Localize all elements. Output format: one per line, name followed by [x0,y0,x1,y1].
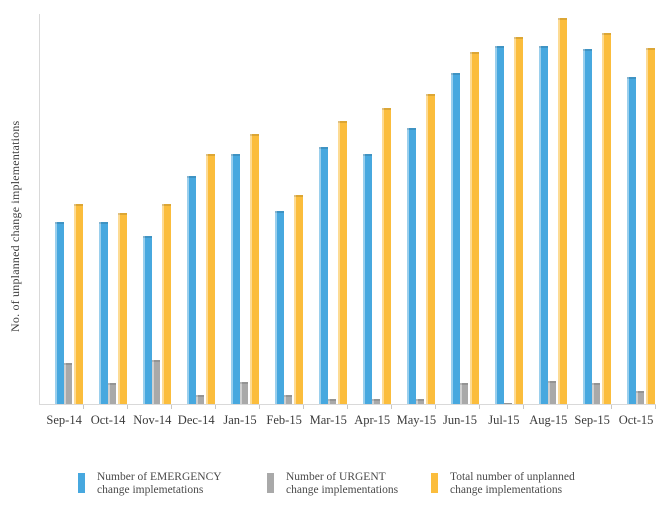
x-axis-label: Sep-15 [574,413,610,427]
bar-group: Dec-14 [172,14,216,427]
emergency-bar [275,211,284,404]
emergency-bar [363,154,372,404]
x-axis-tick [347,405,348,409]
x-axis-label: Oct-15 [618,413,654,427]
urgent-bar [416,399,424,404]
legend-label: Number of EMERGENCY change implemetation… [97,471,222,496]
total-bar [646,48,655,404]
bar-group: Jan-15 [216,14,260,427]
legend-swatch-emergency [78,473,85,493]
x-axis-label: Sep-14 [46,413,82,427]
total-bar [602,33,611,404]
emergency-bar [55,222,64,404]
bar-group: Nov-14 [128,14,172,427]
total-bar [558,18,567,404]
urgent-bar [328,399,336,404]
x-axis-tick [391,405,392,409]
legend-swatch-urgent [267,473,274,493]
x-axis-tick [523,405,524,409]
total-bar [338,121,347,404]
emergency-bar [539,46,548,404]
x-axis-tick [259,405,260,409]
x-axis-tick [611,405,612,409]
x-axis-tick [171,405,172,409]
x-axis-label: Mar-15 [309,413,347,427]
x-axis-tick [435,405,436,409]
total-bar [206,154,215,404]
x-axis-tick [655,405,656,409]
legend-entry-total: Total number of unplanned change impleme… [431,471,575,497]
emergency-bar [187,176,196,404]
emergency-bar [99,222,108,404]
legend-label: Number of URGENT change implementations [286,471,399,496]
x-axis-tick [479,405,480,409]
x-axis-label: Jul-15 [488,413,520,427]
x-axis-label: Aug-15 [529,413,568,427]
urgent-bar [108,383,116,404]
urgent-bar [284,395,292,404]
x-axis-label: Apr-15 [354,413,391,427]
bar-group: Sep-15 [568,14,612,427]
bar-group: May-15 [392,14,436,427]
x-axis-label: Feb-15 [266,413,302,427]
legend-entry-urgent: Number of URGENT change implementations [267,471,398,497]
legend-label: Total number of unplanned change impleme… [450,471,575,496]
total-bar [118,213,127,404]
x-axis-tick [303,405,304,409]
urgent-bar [240,382,248,404]
total-bar [382,108,391,404]
total-bar [514,37,523,404]
plot-area: Sep-14 Oct-14 Nov-14 Dec-14 Jan-15 Feb-15 Mar-… [39,14,656,427]
urgent-bar [372,399,380,404]
bar-group: Jun-15 [436,14,480,427]
legend-entry-emergency: Number of EMERGENCY change implemetation… [78,471,222,497]
urgent-bar [152,360,160,404]
urgent-bar [504,403,512,404]
x-axis-tick [215,405,216,409]
emergency-bar [451,73,460,404]
emergency-bar [231,154,240,404]
x-axis-tick [83,405,84,409]
x-axis-label: Jan-15 [223,413,257,427]
total-bar [470,52,479,404]
bar-groups-container: Sep-14 Oct-14 Nov-14 Dec-14 Jan-15 Feb-15 Mar-… [40,14,656,427]
x-axis-tick [127,405,128,409]
x-axis-label: Oct-14 [90,413,126,427]
legend-swatch-total [431,473,438,493]
urgent-bar [592,383,600,404]
bar-group: Aug-15 [524,14,568,427]
bar-group: Apr-15 [348,14,392,427]
x-axis-tick [567,405,568,409]
bar-group: Feb-15 [260,14,304,427]
x-axis-label: Dec-14 [177,413,215,427]
x-axis-label: May-15 [396,413,437,427]
urgent-bar [460,383,468,404]
bar-group: Jul-15 [480,14,524,427]
total-bar [294,195,303,404]
urgent-bar [64,363,72,404]
bar-group: Sep-14 [40,14,84,427]
total-bar [250,134,259,404]
emergency-bar [407,128,416,404]
urgent-bar [548,381,556,404]
x-axis-label: Nov-14 [133,413,172,427]
y-axis-title: No. of unplanned change implementations [8,120,22,332]
x-axis-label: Jun-15 [443,413,478,427]
total-bar [426,94,435,404]
emergency-bar [319,147,328,404]
urgent-bar [636,391,644,404]
urgent-bar [196,395,204,404]
emergency-bar [583,49,592,404]
emergency-bar [143,236,152,404]
total-bar [74,204,83,404]
bar-group: Oct-14 [84,14,128,427]
bar-group: Mar-15 [304,14,348,427]
bar-group: Oct-15 [612,14,656,427]
total-bar [162,204,171,404]
legend: Number of EMERGENCY change implemetation… [0,471,663,505]
emergency-bar [495,46,504,404]
emergency-bar [627,77,636,404]
